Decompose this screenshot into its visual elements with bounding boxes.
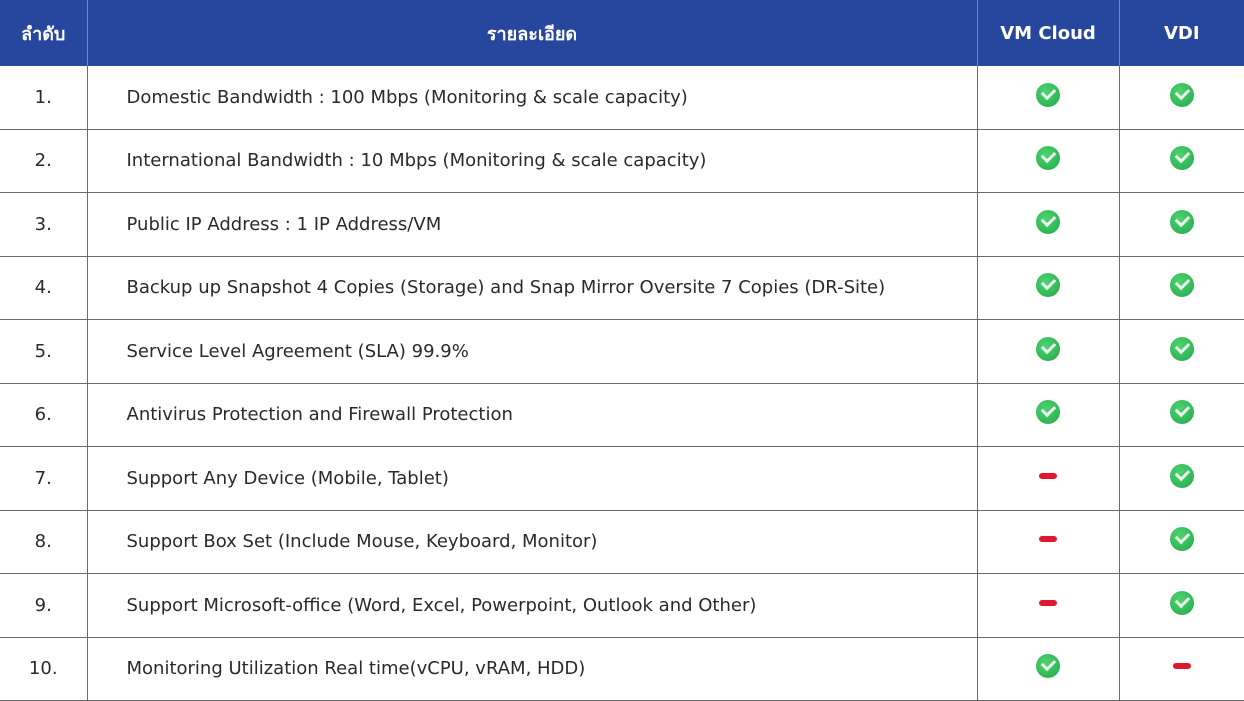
check-icon bbox=[1036, 273, 1060, 298]
row-number: 5. bbox=[0, 319, 88, 384]
row-number: 10. bbox=[0, 637, 88, 701]
row-description: International Bandwidth : 10 Mbps (Monit… bbox=[87, 129, 978, 193]
table-row: 1. Domestic Bandwidth : 100 Mbps (Monitor… bbox=[0, 66, 1244, 130]
table-row: 3. Public IP Address : 1 IP Address/VM bbox=[0, 192, 1244, 257]
vdi-cell bbox=[1119, 510, 1244, 574]
dash-icon bbox=[1039, 472, 1057, 479]
check-icon bbox=[1169, 146, 1194, 171]
row-description: Antivirus Protection and Firewall Protec… bbox=[87, 383, 978, 447]
row-description: Support Box Set (Include Mouse, Keyboard… bbox=[87, 510, 978, 574]
row-description: Monitoring Utilization Real time(vCPU, v… bbox=[87, 637, 978, 701]
row-number: 7. bbox=[0, 446, 88, 511]
check-icon bbox=[1036, 654, 1060, 679]
vdi-cell bbox=[1119, 192, 1244, 257]
row-number: 4. bbox=[0, 256, 88, 320]
vdi-cell bbox=[1119, 383, 1244, 447]
dash-icon bbox=[1039, 599, 1057, 606]
dash-icon bbox=[1172, 663, 1191, 670]
check-icon bbox=[1169, 400, 1194, 425]
check-icon bbox=[1036, 336, 1060, 361]
vm-cloud-cell bbox=[977, 192, 1120, 257]
header-vdi: VDI bbox=[1119, 0, 1244, 66]
check-icon bbox=[1036, 82, 1060, 107]
table-row: 5. Service Level Agreement (SLA) 99.9% bbox=[0, 319, 1244, 384]
check-icon bbox=[1036, 146, 1060, 171]
vdi-cell bbox=[1119, 129, 1244, 193]
table-row: 2. International Bandwidth : 10 Mbps (Mon… bbox=[0, 129, 1244, 193]
check-icon bbox=[1169, 82, 1194, 107]
check-icon bbox=[1169, 463, 1194, 488]
vm-cloud-cell bbox=[977, 66, 1120, 130]
check-icon bbox=[1169, 209, 1194, 234]
vm-cloud-cell bbox=[977, 637, 1120, 701]
check-icon bbox=[1169, 336, 1194, 361]
check-icon bbox=[1169, 590, 1194, 615]
vdi-cell bbox=[1119, 573, 1244, 638]
check-icon bbox=[1036, 209, 1060, 234]
row-description: Support Microsoft-office (Word, Excel, P… bbox=[87, 573, 978, 638]
row-number: 8. bbox=[0, 510, 88, 574]
vdi-cell bbox=[1119, 256, 1244, 320]
vm-cloud-cell bbox=[977, 319, 1120, 384]
row-description: Domestic Bandwidth : 100 Mbps (Monitorin… bbox=[87, 66, 978, 130]
row-number: 3. bbox=[0, 192, 88, 257]
vm-cloud-cell bbox=[977, 383, 1120, 447]
table-row: 4. Backup up Snapshot 4 Copies (Storage) … bbox=[0, 256, 1244, 320]
dash-icon bbox=[1039, 536, 1057, 543]
vm-cloud-cell bbox=[977, 510, 1120, 574]
row-description: Service Level Agreement (SLA) 99.9% bbox=[87, 319, 978, 384]
header-details: รายละเอียด bbox=[87, 0, 978, 66]
row-description: Public IP Address : 1 IP Address/VM bbox=[87, 192, 978, 257]
vm-cloud-cell bbox=[977, 256, 1120, 320]
row-number: 1. bbox=[0, 66, 88, 130]
row-number: 6. bbox=[0, 383, 88, 447]
vdi-cell bbox=[1119, 66, 1244, 130]
row-description: Support Any Device (Mobile, Tablet) bbox=[87, 446, 978, 511]
check-icon bbox=[1169, 273, 1194, 298]
row-number: 9. bbox=[0, 573, 88, 638]
table-row: 7. Support Any Device (Mobile, Tablet) bbox=[0, 446, 1244, 511]
table-row: 6. Antivirus Protection and Firewall Prot… bbox=[0, 383, 1244, 447]
vm-cloud-cell bbox=[977, 446, 1120, 511]
check-icon bbox=[1169, 527, 1194, 552]
table-row: 10. Monitoring Utilization Real time(vCPU… bbox=[0, 637, 1244, 701]
table-row: 9. Support Microsoft-office (Word, Excel,… bbox=[0, 573, 1244, 638]
vdi-cell bbox=[1119, 446, 1244, 511]
vm-cloud-cell bbox=[977, 573, 1120, 638]
row-number: 2. bbox=[0, 129, 88, 193]
row-description: Backup up Snapshot 4 Copies (Storage) an… bbox=[87, 256, 978, 320]
vm-cloud-cell bbox=[977, 129, 1120, 193]
header-order: ลำดับ bbox=[0, 0, 88, 66]
vdi-cell bbox=[1119, 637, 1244, 701]
header-row: ลำดับ รายละเอียด VM Cloud VDI bbox=[0, 0, 1244, 66]
vdi-cell bbox=[1119, 319, 1244, 384]
header-vm-cloud: VM Cloud bbox=[977, 0, 1120, 66]
table-row: 8. Support Box Set (Include Mouse, Keyboa… bbox=[0, 510, 1244, 574]
check-icon bbox=[1036, 400, 1060, 425]
